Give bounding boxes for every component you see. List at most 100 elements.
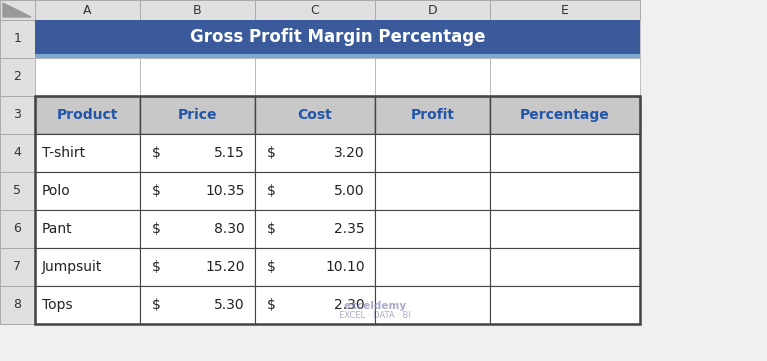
- Bar: [0, 248, 35, 286]
- Bar: [255, 248, 375, 286]
- Bar: [375, 210, 490, 248]
- Bar: [140, 96, 255, 134]
- Bar: [255, 210, 375, 248]
- Bar: [490, 134, 640, 172]
- Text: 4: 4: [14, 147, 21, 160]
- Bar: [490, 20, 640, 58]
- Bar: [375, 248, 490, 286]
- Text: $: $: [152, 184, 161, 198]
- Bar: [35, 134, 140, 172]
- Bar: [140, 172, 255, 210]
- Text: T-shirt: T-shirt: [42, 146, 85, 160]
- Text: 3.20: 3.20: [334, 146, 365, 160]
- Bar: [140, 0, 255, 20]
- Bar: [255, 0, 375, 20]
- Text: 8: 8: [14, 299, 21, 312]
- Bar: [0, 58, 35, 96]
- Text: $: $: [152, 146, 161, 160]
- Text: D: D: [428, 4, 437, 17]
- Bar: [35, 210, 140, 248]
- Bar: [255, 58, 375, 96]
- Bar: [490, 286, 640, 324]
- Bar: [0, 0, 35, 20]
- Text: Pant: Pant: [42, 222, 73, 236]
- Bar: [35, 96, 140, 134]
- Text: $: $: [152, 298, 161, 312]
- Bar: [255, 96, 375, 134]
- Bar: [35, 96, 640, 324]
- Text: exceldemy: exceldemy: [344, 301, 407, 311]
- Bar: [375, 96, 490, 134]
- Bar: [35, 96, 140, 134]
- Bar: [35, 210, 140, 248]
- Bar: [375, 248, 490, 286]
- Text: 2.35: 2.35: [334, 222, 365, 236]
- Bar: [35, 172, 140, 210]
- Text: Gross Profit Margin Percentage: Gross Profit Margin Percentage: [189, 28, 486, 46]
- Bar: [35, 54, 640, 58]
- Text: Jumpsuit: Jumpsuit: [42, 260, 102, 274]
- Bar: [140, 20, 255, 58]
- Bar: [375, 134, 490, 172]
- Bar: [35, 286, 140, 324]
- Text: 8.30: 8.30: [214, 222, 245, 236]
- Text: 15.20: 15.20: [206, 260, 245, 274]
- Text: 5.30: 5.30: [214, 298, 245, 312]
- Bar: [0, 286, 35, 324]
- Bar: [140, 210, 255, 248]
- Bar: [490, 0, 640, 20]
- Bar: [0, 210, 35, 248]
- Bar: [255, 286, 375, 324]
- Text: $: $: [152, 260, 161, 274]
- Bar: [255, 172, 375, 210]
- Text: 10.35: 10.35: [206, 184, 245, 198]
- Bar: [35, 134, 140, 172]
- Text: 5: 5: [14, 184, 21, 197]
- Text: 5.00: 5.00: [334, 184, 365, 198]
- Bar: [490, 96, 640, 134]
- Bar: [140, 134, 255, 172]
- Text: $: $: [152, 222, 161, 236]
- Bar: [255, 96, 375, 134]
- Bar: [375, 286, 490, 324]
- Polygon shape: [3, 3, 31, 17]
- Text: Percentage: Percentage: [520, 108, 610, 122]
- Bar: [375, 172, 490, 210]
- Bar: [140, 58, 255, 96]
- Bar: [375, 134, 490, 172]
- Text: C: C: [311, 4, 319, 17]
- Bar: [255, 172, 375, 210]
- Text: $: $: [267, 260, 276, 274]
- Bar: [140, 248, 255, 286]
- Text: $: $: [267, 184, 276, 198]
- Bar: [490, 58, 640, 96]
- Bar: [255, 20, 375, 58]
- Bar: [490, 172, 640, 210]
- Bar: [35, 0, 140, 20]
- Text: 2.30: 2.30: [334, 298, 365, 312]
- Text: Profit: Profit: [410, 108, 455, 122]
- Text: E: E: [561, 4, 569, 17]
- Bar: [490, 172, 640, 210]
- Bar: [375, 20, 490, 58]
- Text: 7: 7: [14, 261, 21, 274]
- Bar: [490, 248, 640, 286]
- Bar: [0, 134, 35, 172]
- Bar: [140, 210, 255, 248]
- Text: $: $: [267, 146, 276, 160]
- Bar: [490, 210, 640, 248]
- Bar: [375, 210, 490, 248]
- Bar: [255, 210, 375, 248]
- Bar: [490, 96, 640, 134]
- Bar: [255, 134, 375, 172]
- Bar: [490, 248, 640, 286]
- Text: 5.15: 5.15: [214, 146, 245, 160]
- Text: 3: 3: [14, 109, 21, 122]
- Bar: [255, 248, 375, 286]
- Bar: [35, 286, 140, 324]
- Bar: [35, 20, 640, 58]
- Text: Polo: Polo: [42, 184, 71, 198]
- Bar: [140, 172, 255, 210]
- Text: Product: Product: [57, 108, 118, 122]
- Bar: [375, 0, 490, 20]
